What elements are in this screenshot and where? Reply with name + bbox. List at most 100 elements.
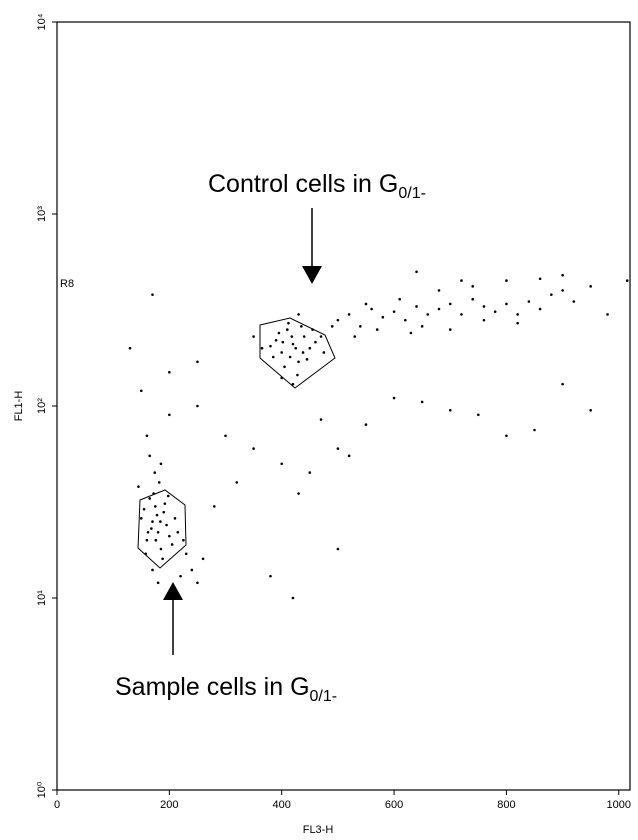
point <box>296 373 299 377</box>
point <box>589 408 592 412</box>
point <box>415 305 418 308</box>
point <box>471 285 475 288</box>
point <box>330 325 334 328</box>
point <box>168 370 171 374</box>
point <box>290 335 294 338</box>
point <box>527 300 531 303</box>
point <box>224 434 227 438</box>
point <box>319 335 323 338</box>
point <box>283 365 286 369</box>
point <box>252 447 255 450</box>
point <box>161 557 164 561</box>
arrowhead <box>163 582 183 600</box>
point <box>589 285 592 288</box>
point <box>159 547 163 551</box>
point <box>477 413 480 417</box>
point <box>196 404 199 408</box>
x-axis-title: FL3-H <box>303 824 334 836</box>
point <box>269 344 272 348</box>
y-tick-label: 10³ <box>36 206 48 222</box>
point <box>128 346 132 350</box>
point <box>347 313 351 316</box>
point <box>168 413 171 417</box>
point <box>148 497 151 500</box>
gate <box>137 489 187 569</box>
point <box>448 408 452 412</box>
x-tick-label: 400 <box>273 799 291 811</box>
point <box>375 328 379 331</box>
point <box>353 335 357 338</box>
point <box>212 505 216 508</box>
point <box>280 376 284 380</box>
point <box>280 462 284 466</box>
point <box>505 302 508 306</box>
point <box>297 492 300 495</box>
point <box>157 481 161 484</box>
point <box>426 313 430 316</box>
point <box>196 360 199 364</box>
point <box>277 331 281 335</box>
point <box>274 338 278 342</box>
point <box>420 400 424 404</box>
point <box>336 547 340 551</box>
point <box>336 447 340 450</box>
point <box>166 494 170 498</box>
point <box>297 360 300 364</box>
point <box>269 574 272 578</box>
point <box>281 340 285 344</box>
point <box>184 552 188 556</box>
point <box>460 279 463 282</box>
point <box>336 318 340 322</box>
point <box>561 289 564 292</box>
point <box>359 325 362 328</box>
point <box>561 382 564 386</box>
point <box>173 517 177 520</box>
point <box>291 382 295 386</box>
point <box>516 321 519 325</box>
point <box>572 300 576 303</box>
point <box>151 520 154 523</box>
point <box>482 318 486 322</box>
point <box>550 293 553 296</box>
point <box>280 351 284 354</box>
point <box>493 310 497 313</box>
point <box>381 315 385 319</box>
point <box>625 279 629 282</box>
point <box>403 318 407 322</box>
annotation-suffix: - <box>421 185 426 202</box>
point <box>538 277 542 281</box>
point <box>364 423 368 426</box>
point <box>370 307 373 311</box>
point <box>163 502 167 505</box>
point <box>148 454 151 458</box>
gate <box>259 317 336 389</box>
point <box>165 523 168 527</box>
point <box>144 552 148 556</box>
point <box>308 471 312 474</box>
point <box>287 321 290 325</box>
point <box>162 510 166 514</box>
point <box>392 396 396 400</box>
y-tick-label: 10² <box>36 398 48 414</box>
point <box>561 273 564 277</box>
point <box>156 530 160 534</box>
point <box>482 305 486 308</box>
point <box>170 543 174 546</box>
point <box>252 335 255 338</box>
point <box>155 513 159 517</box>
y-tick-label: 10⁴ <box>36 13 48 30</box>
point <box>319 418 323 421</box>
annotation: Sample cells in G0/1- <box>115 673 337 705</box>
point <box>190 568 194 572</box>
point <box>516 313 519 316</box>
annotation-subscript: 0/1 <box>398 185 420 202</box>
point <box>146 530 150 534</box>
point <box>471 297 475 301</box>
point <box>437 307 441 311</box>
point <box>606 313 609 316</box>
point <box>159 462 163 466</box>
point <box>364 302 368 306</box>
y-tick-label: 10¹ <box>36 590 48 606</box>
point <box>156 581 160 585</box>
